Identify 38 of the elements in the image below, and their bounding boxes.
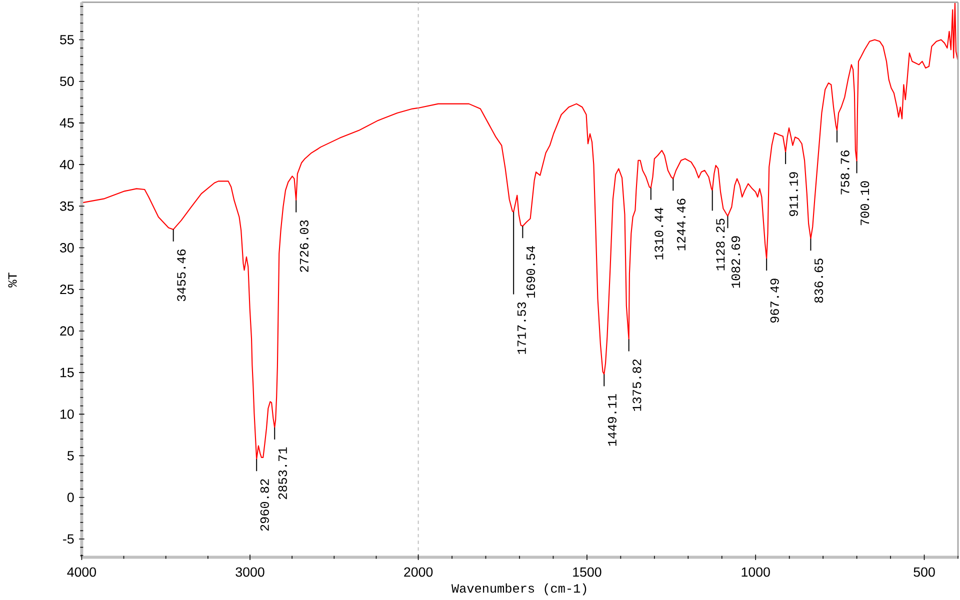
annotation: 2853.71 bbox=[278, 447, 287, 500]
annotation: 1128.25 bbox=[716, 218, 725, 270]
annotation: 2726.03 bbox=[300, 220, 308, 272]
annotation: 1690.54 bbox=[526, 246, 536, 298]
annotation: 700.10 bbox=[860, 181, 870, 226]
x-tick-label: 500 bbox=[914, 567, 935, 577]
y-tick-label: 25 bbox=[60, 284, 74, 294]
y-tick-label: 45 bbox=[60, 118, 74, 128]
y-tick-label: 20 bbox=[60, 326, 74, 336]
x-tick-label: 2000 bbox=[404, 567, 433, 577]
annotation: 2960.82 bbox=[260, 479, 269, 531]
y-tick-label: 5 bbox=[67, 451, 74, 460]
annotation: 1244.46 bbox=[676, 198, 686, 250]
annotation: 3455.46 bbox=[177, 250, 186, 302]
y-tick-label: 55 bbox=[60, 35, 74, 44]
annotation: 836.65 bbox=[814, 258, 824, 303]
y-tick-label: 40 bbox=[60, 160, 74, 170]
x-tick-label: 1500 bbox=[573, 567, 602, 577]
x-axis-title: Wavenumbers (cm-1) bbox=[451, 583, 586, 596]
annotation: 1082.69 bbox=[731, 236, 740, 288]
y-tick-label: 50 bbox=[60, 76, 74, 86]
y-axis-title: %T bbox=[8, 272, 17, 288]
y-tick-label: 0 bbox=[67, 492, 74, 502]
y-tick-label: 30 bbox=[60, 243, 74, 252]
y-tick-label: -5 bbox=[63, 534, 74, 544]
x-tick-label: 1000 bbox=[742, 567, 770, 577]
annotation: 1717.53 bbox=[517, 302, 526, 354]
annotation: 758.76 bbox=[840, 150, 850, 194]
annotation: 967.49 bbox=[770, 278, 779, 323]
x-tick-label: 3000 bbox=[236, 567, 264, 577]
y-tick-label: 10 bbox=[60, 409, 74, 419]
x-tick-label: 4000 bbox=[67, 567, 96, 577]
annotation: 1449.11 bbox=[608, 394, 616, 446]
annotation: 1310.44 bbox=[654, 208, 664, 260]
annotation: 1375.82 bbox=[632, 359, 642, 411]
annotation: 911.19 bbox=[789, 172, 798, 216]
y-tick-label: 15 bbox=[60, 368, 74, 378]
y-tick-label: 35 bbox=[60, 201, 74, 211]
